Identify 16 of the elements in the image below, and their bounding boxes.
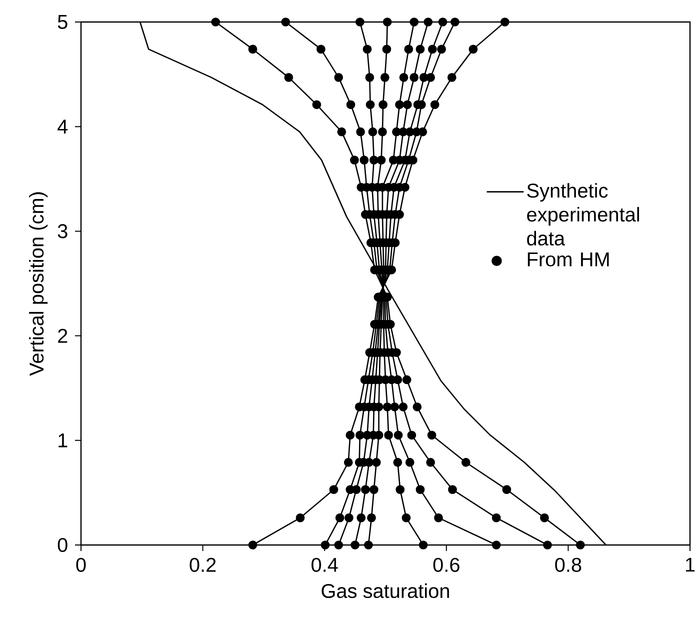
x-tick-label: 0.2 <box>190 558 216 572</box>
x-tick-label: 0 <box>76 558 86 572</box>
x-tick-label: 0.8 <box>555 558 582 572</box>
x-tick-label: 0.6 <box>433 558 460 572</box>
legend-label: From HM <box>528 252 609 266</box>
y-tick-label: 0 <box>58 538 68 552</box>
y-tick-label: 5 <box>58 15 68 29</box>
x-tick-label: 0.4 <box>312 558 338 572</box>
x-tick-label: 1 <box>686 558 695 572</box>
y-tick-label: 2 <box>58 328 68 343</box>
y-axis-title: Vertical position (cm) <box>29 192 48 376</box>
y-tick-label: 4 <box>58 120 68 134</box>
y-tick-label: 1 <box>58 434 68 448</box>
x-axis-title: Gas saturation <box>322 583 449 598</box>
y-tick-label: 3 <box>58 224 68 238</box>
legend-label: Synthetic experimental data <box>527 183 639 246</box>
